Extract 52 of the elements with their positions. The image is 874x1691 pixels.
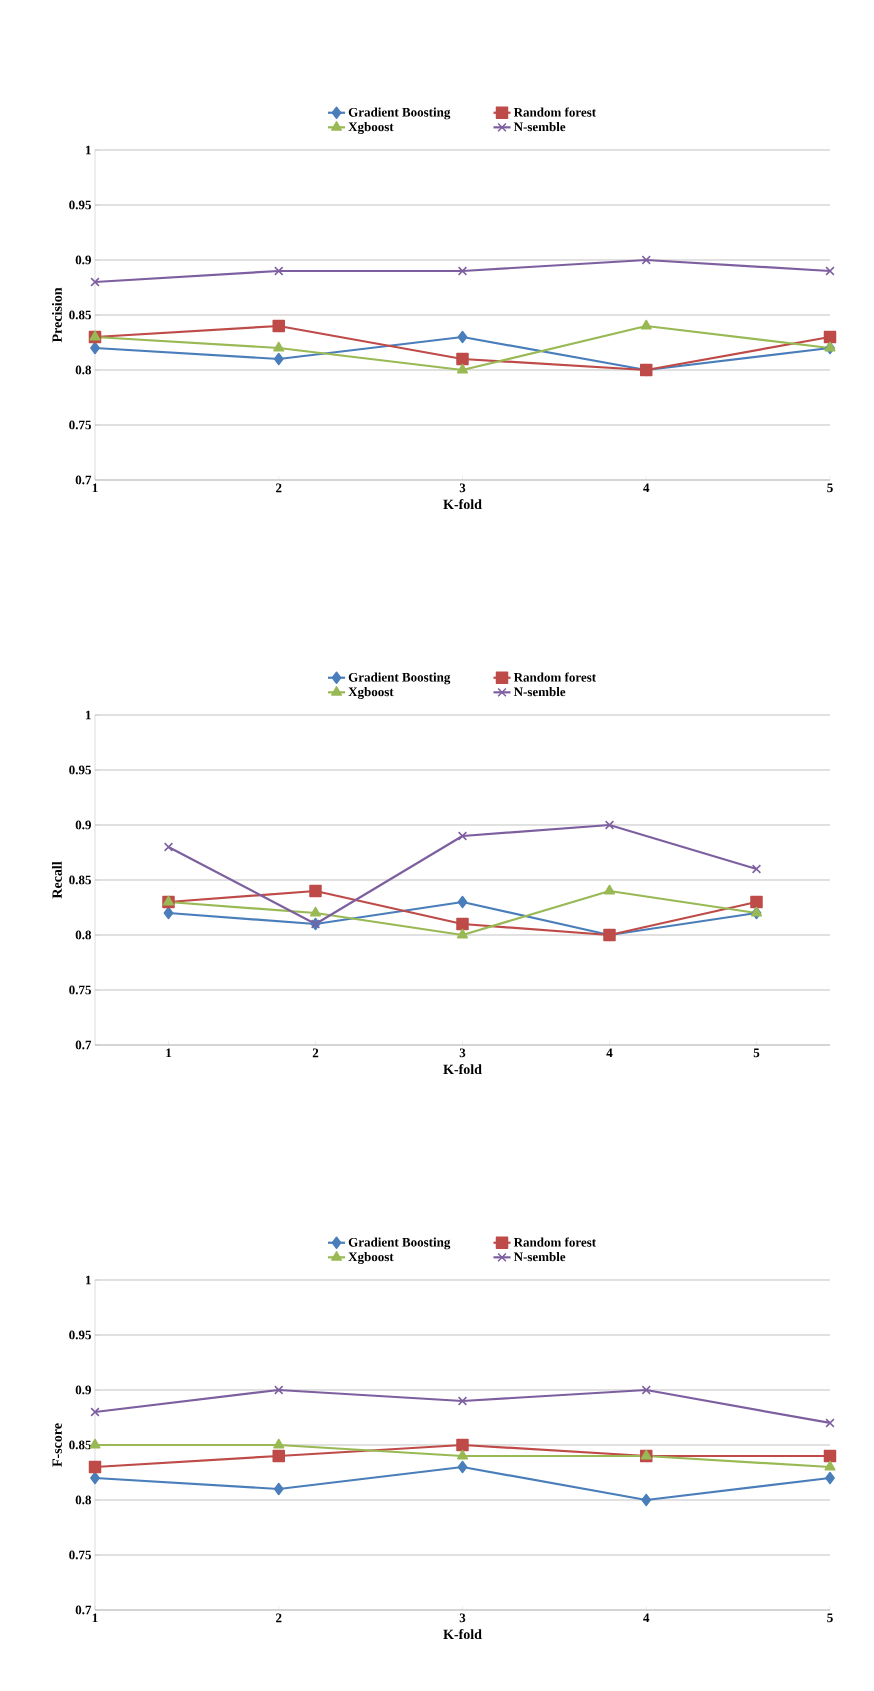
- y-tick-label: 0.8: [75, 1495, 92, 1505]
- y-tick-label: 0.7: [75, 1605, 92, 1615]
- legend-label: Xgboost: [348, 687, 394, 699]
- y-axis-title: Precision: [51, 287, 62, 343]
- y-tick-label: 0.85: [69, 1440, 91, 1450]
- legend-label: Gradient Boosting: [348, 107, 451, 120]
- legend-label: Random forest: [513, 107, 597, 117]
- x-tick-label: 3: [459, 483, 466, 493]
- x-tick-label: 5: [753, 1048, 760, 1058]
- legend-label: Gradient Boosting: [348, 672, 451, 685]
- legend-label: Gradient Boosting: [348, 1237, 451, 1250]
- y-tick-label: 0.7: [75, 475, 92, 485]
- x-axis-title: K-fold: [443, 1629, 482, 1640]
- y-tick-label: 0.8: [75, 930, 92, 940]
- y-tick-label: 1: [86, 710, 91, 720]
- x-axis-title: K-fold: [443, 499, 482, 510]
- x-axis-title: K-fold: [443, 1064, 482, 1075]
- y-tick-label: 0.75: [69, 1550, 91, 1560]
- legend-label: Random forest: [513, 672, 597, 682]
- x-tick-label: 4: [606, 1048, 613, 1058]
- legend-label: Xgboost: [348, 122, 394, 134]
- x-tick-label: 3: [459, 1613, 466, 1623]
- y-tick-label: 0.8: [75, 365, 92, 375]
- x-tick-label: 4: [643, 1613, 650, 1623]
- y-tick-label: 1: [86, 1275, 91, 1285]
- y-tick-label: 0.95: [69, 1330, 91, 1340]
- x-tick-label: 2: [276, 483, 282, 493]
- y-tick-label: 0.7: [75, 1040, 92, 1050]
- x-tick-label: 5: [827, 1613, 833, 1623]
- legend-label: Xgboost: [348, 1252, 394, 1264]
- y-tick-label: 1: [86, 145, 91, 155]
- y-axis-title: Recall: [51, 861, 62, 899]
- y-tick-label: 0.85: [69, 875, 91, 885]
- y-tick-label: 0.75: [69, 985, 91, 995]
- y-tick-label: 0.85: [69, 310, 91, 320]
- y-tick-label: 0.9: [75, 820, 91, 830]
- legend-label: N-semble: [513, 1252, 566, 1262]
- legend-label: N-semble: [513, 122, 566, 132]
- y-tick-label: 0.9: [75, 255, 91, 265]
- x-tick-label: 2: [312, 1048, 319, 1058]
- y-tick-label: 0.95: [69, 200, 91, 210]
- y-tick-label: 0.95: [69, 765, 91, 775]
- legend-label: Random forest: [513, 1237, 597, 1247]
- x-tick-label: 4: [643, 483, 650, 493]
- y-tick-label: 0.75: [69, 420, 91, 430]
- x-tick-label: 5: [827, 483, 833, 493]
- x-tick-label: 2: [276, 1613, 282, 1623]
- x-tick-label: 3: [459, 1048, 466, 1058]
- y-axis-title: F-score: [52, 1423, 62, 1467]
- legend-label: N-semble: [513, 687, 566, 697]
- y-tick-label: 0.9: [75, 1385, 92, 1395]
- x-tick-label: 1: [166, 1048, 172, 1058]
